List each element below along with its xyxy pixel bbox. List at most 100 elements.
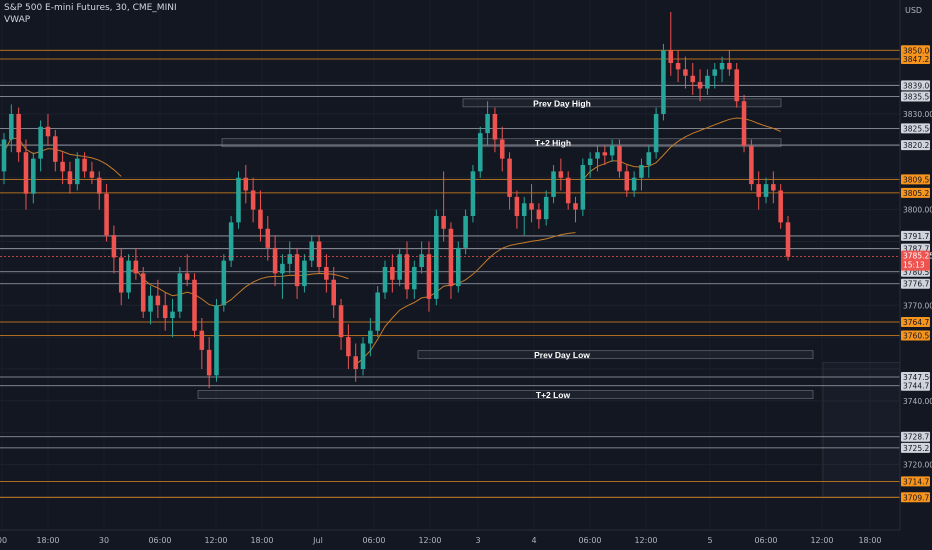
candle-body[interactable]: [609, 145, 615, 156]
level-price-tag[interactable]: [901, 476, 930, 487]
candle-body[interactable]: [514, 196, 520, 216]
candle-body[interactable]: [631, 177, 637, 191]
candle-body[interactable]: [499, 139, 505, 159]
candle-body[interactable]: [126, 260, 131, 293]
price-axis[interactable]: USD 3830.00 3800.00 3770.00 3740.00 3720.00 38…: [899, 0, 932, 550]
candle-body[interactable]: [404, 254, 410, 290]
last-price-tag[interactable]: [901, 250, 930, 271]
candle-body[interactable]: [89, 171, 95, 178]
candle-body[interactable]: [111, 235, 117, 258]
candle-body[interactable]: [353, 356, 358, 369]
candle-body[interactable]: [236, 177, 241, 223]
candle-body[interactable]: [536, 209, 542, 220]
candles-layer[interactable]: [1, 12, 791, 389]
candle-body[interactable]: [397, 254, 402, 280]
candle-body[interactable]: [639, 165, 644, 178]
candle-body[interactable]: [258, 209, 263, 229]
candle-body[interactable]: [60, 161, 65, 172]
candle-body[interactable]: [148, 295, 153, 312]
level-price-tag[interactable]: [901, 371, 930, 382]
candle-body[interactable]: [309, 241, 315, 261]
candle-body[interactable]: [67, 171, 73, 185]
candle-body[interactable]: [184, 273, 190, 280]
candle-body[interactable]: [390, 267, 395, 280]
candle-body[interactable]: [272, 247, 278, 274]
candle-body[interactable]: [558, 171, 564, 178]
candle-body[interactable]: [53, 136, 58, 162]
candle-body[interactable]: [206, 349, 212, 376]
candle-body[interactable]: [771, 184, 776, 191]
candle-body[interactable]: [683, 69, 688, 76]
candle-body[interactable]: [573, 203, 578, 210]
candle-body[interactable]: [221, 260, 227, 306]
candle-body[interactable]: [45, 126, 51, 137]
candle-body[interactable]: [470, 171, 476, 216]
candle-body[interactable]: [617, 145, 622, 172]
candle-body[interactable]: [16, 114, 21, 153]
candle-body[interactable]: [624, 171, 630, 191]
time-axis[interactable]: 00 18:00 30 06:00 12:00 18:00 Jul 06:00 12:00 3 4 0…: [0, 529, 932, 550]
vwap-legend[interactable]: VWAP: [4, 15, 31, 25]
candle-body[interactable]: [727, 63, 732, 70]
candle-body[interactable]: [477, 133, 483, 172]
candle-body[interactable]: [23, 152, 29, 194]
candle-body[interactable]: [199, 330, 205, 350]
candle-body[interactable]: [287, 254, 293, 264]
candle-body[interactable]: [543, 196, 549, 220]
level-price-tag[interactable]: [901, 316, 930, 327]
candle-body[interactable]: [412, 267, 417, 290]
candle-body[interactable]: [346, 337, 351, 357]
candle-body[interactable]: [697, 82, 703, 89]
candle-body[interactable]: [661, 50, 666, 114]
candle-body[interactable]: [104, 193, 109, 236]
candle-body[interactable]: [602, 152, 608, 156]
candle-body[interactable]: [646, 152, 652, 165]
candle-body[interactable]: [38, 126, 43, 159]
candle-body[interactable]: [96, 177, 102, 194]
candle-body[interactable]: [456, 247, 461, 287]
candle-body[interactable]: [551, 171, 556, 197]
candle-body[interactable]: [712, 69, 718, 76]
candle-body[interactable]: [734, 69, 739, 102]
candle-body[interactable]: [741, 101, 747, 146]
candle-body[interactable]: [214, 305, 219, 376]
candle-body[interactable]: [177, 273, 183, 312]
candle-body[interactable]: [441, 216, 446, 229]
candle-body[interactable]: [360, 343, 366, 370]
candle-body[interactable]: [31, 158, 36, 194]
candle-body[interactable]: [521, 203, 527, 216]
candle-body[interactable]: [280, 263, 285, 274]
level-price-tag[interactable]: [901, 380, 930, 391]
candle-body[interactable]: [192, 279, 197, 331]
candle-body[interactable]: [316, 241, 322, 268]
candle-body[interactable]: [1, 139, 7, 172]
candle-body[interactable]: [368, 330, 373, 344]
candle-body[interactable]: [529, 203, 534, 210]
candle-body[interactable]: [243, 177, 249, 191]
candle-body[interactable]: [485, 114, 490, 134]
level-price-tag[interactable]: [901, 123, 930, 134]
level-price-tag[interactable]: [901, 140, 930, 151]
candle-body[interactable]: [162, 305, 168, 318]
candle-body[interactable]: [74, 158, 80, 185]
candle-body[interactable]: [785, 222, 791, 257]
candle-body[interactable]: [133, 260, 139, 274]
candle-body[interactable]: [690, 75, 696, 83]
level-price-tag[interactable]: [901, 45, 930, 56]
candle-body[interactable]: [763, 184, 769, 197]
level-price-tag[interactable]: [901, 187, 930, 198]
candle-body[interactable]: [155, 295, 161, 306]
level-price-tag[interactable]: [901, 431, 930, 442]
candle-body[interactable]: [375, 292, 380, 331]
candle-body[interactable]: [719, 63, 725, 70]
candle-body[interactable]: [170, 311, 175, 318]
candle-body[interactable]: [675, 63, 681, 70]
candle-body[interactable]: [294, 254, 300, 287]
level-price-tag[interactable]: [901, 442, 930, 453]
level-price-tag[interactable]: [901, 330, 930, 341]
candle-body[interactable]: [265, 228, 271, 248]
candle-body[interactable]: [653, 114, 659, 153]
candle-body[interactable]: [668, 50, 674, 63]
level-price-tag[interactable]: [901, 230, 930, 241]
